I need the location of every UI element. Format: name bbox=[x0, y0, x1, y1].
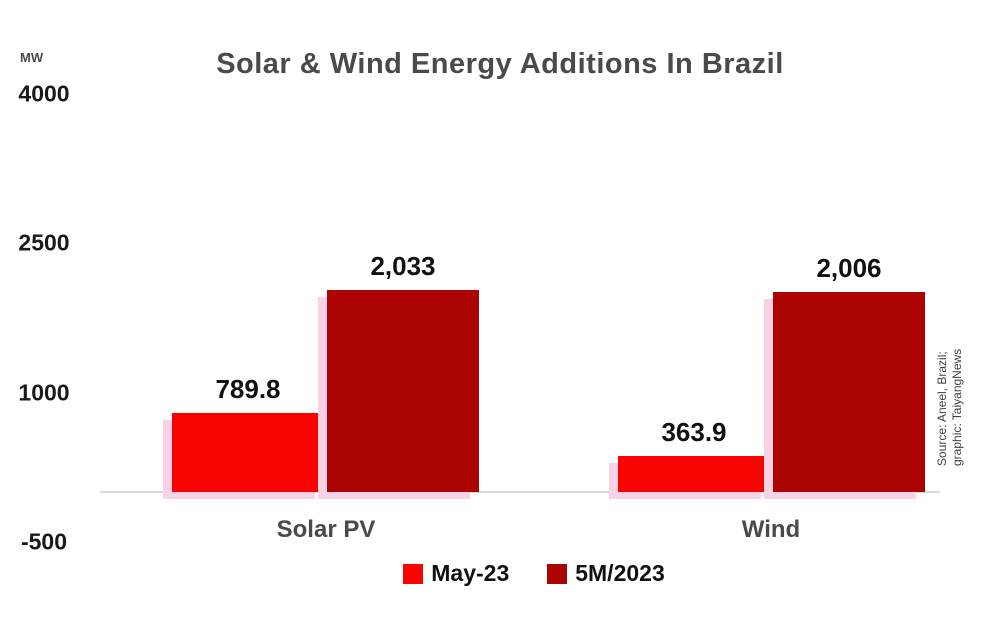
legend: May-23 5M/2023 bbox=[0, 560, 1000, 587]
source-note-line2: graphic: TaiyangNews bbox=[950, 348, 964, 466]
bar-value-label: 363.9 bbox=[661, 417, 727, 447]
bar-5m-2023-wind bbox=[773, 292, 925, 492]
legend-swatch-may-23 bbox=[403, 563, 424, 584]
source-note: Source: Aneel, Brazil; graphic: TaiyangN… bbox=[935, 316, 965, 466]
y-axis: 4000 2500 1000 -500 bbox=[6, 0, 82, 560]
y-tick-label: 2500 bbox=[18, 229, 70, 256]
bar-value-label: 2,033 bbox=[370, 251, 436, 281]
source-note-line1: Source: Aneel, Brazil; bbox=[935, 351, 949, 466]
legend-item-may-23: May-23 bbox=[403, 560, 509, 587]
y-tick-label: 1000 bbox=[18, 379, 70, 405]
category-label-solar-pv: Solar PV bbox=[276, 516, 376, 543]
x-axis-line bbox=[100, 491, 940, 493]
y-tick-label: 4000 bbox=[18, 80, 70, 107]
bar-value-label: 2,006 bbox=[816, 253, 882, 283]
y-axis-unit-label: MW bbox=[20, 50, 44, 65]
y-tick-label: -500 bbox=[20, 528, 68, 555]
bar-may-23-solar-pv bbox=[172, 413, 324, 492]
legend-label-5m-2023: 5M/2023 bbox=[575, 560, 665, 586]
chart-title: Solar & Wind Energy Additions In Brazil bbox=[216, 48, 784, 80]
plot-area: 789.8 2,033 363.9 2,006 bbox=[100, 0, 940, 493]
category-label-wind: Wind bbox=[741, 516, 801, 543]
bar-value-label: 789.8 bbox=[215, 374, 281, 404]
legend-item-5m-2023: 5M/2023 bbox=[547, 560, 665, 587]
legend-swatch-5m-2023 bbox=[547, 563, 568, 584]
bar-may-23-wind bbox=[618, 456, 770, 492]
legend-label-may-23: May-23 bbox=[431, 560, 510, 586]
bar-5m-2023-solar-pv bbox=[327, 290, 479, 492]
